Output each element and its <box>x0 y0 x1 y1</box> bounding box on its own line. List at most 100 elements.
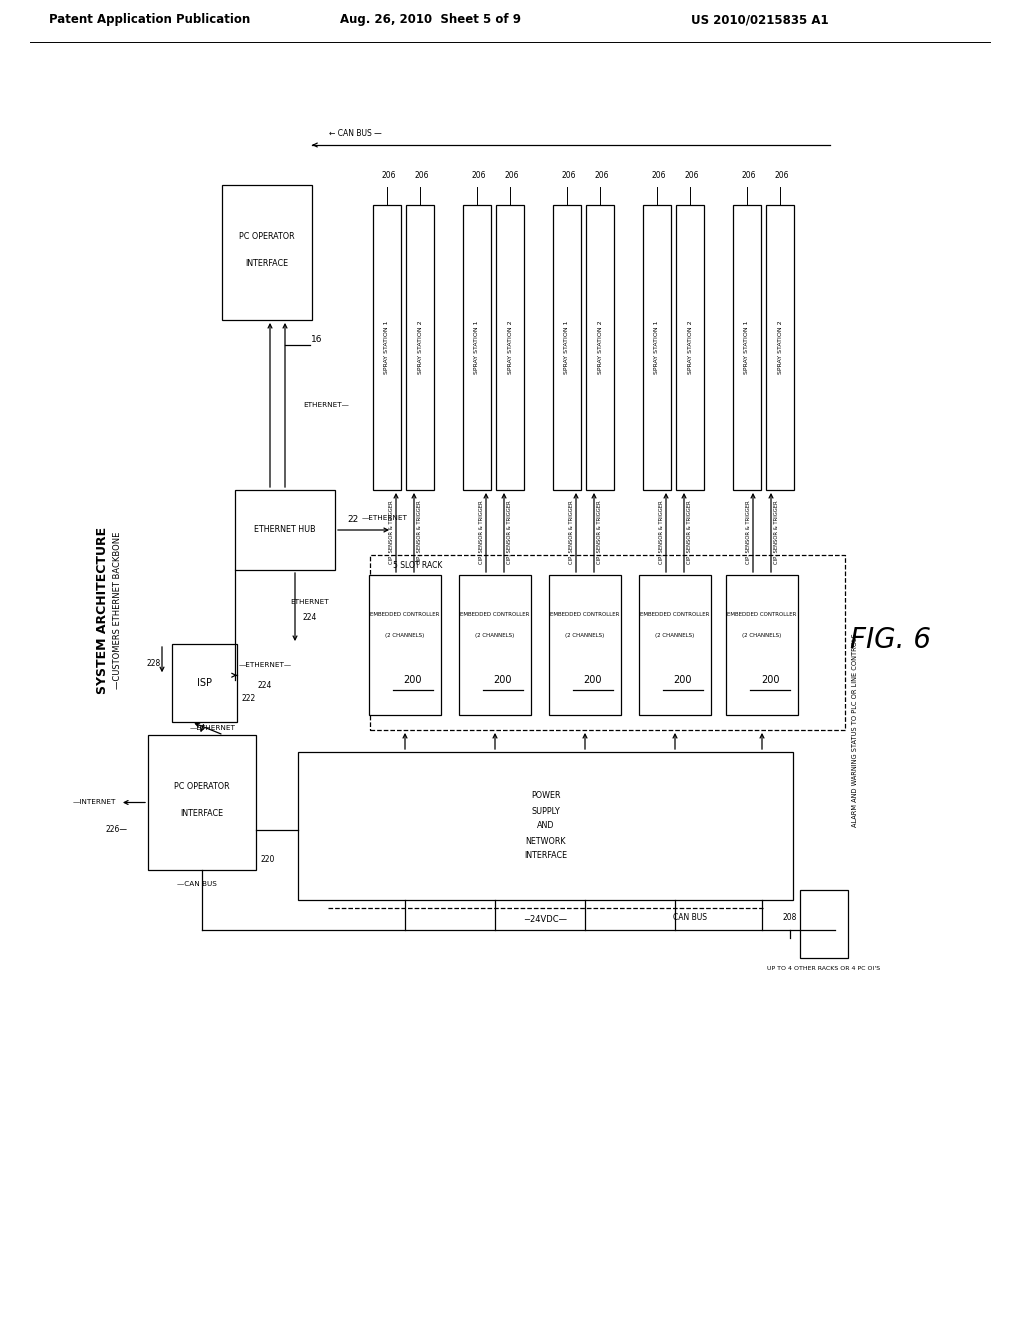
Text: SYSTEM ARCHITECTURE: SYSTEM ARCHITECTURE <box>95 527 109 693</box>
Text: ← CAN BUS —: ← CAN BUS — <box>329 128 381 137</box>
Text: 200: 200 <box>494 675 512 685</box>
Text: 16: 16 <box>311 335 323 345</box>
Bar <box>733 205 761 490</box>
Text: NETWORK: NETWORK <box>525 837 565 846</box>
Text: ISP: ISP <box>197 678 212 688</box>
Text: CIP, SENSOR & TRIGGER: CIP, SENSOR & TRIGGER <box>773 500 778 565</box>
Text: (2 CHANNELS): (2 CHANNELS) <box>385 632 425 638</box>
Text: SPRAY STATION 1: SPRAY STATION 1 <box>654 321 659 375</box>
Text: 226—: 226— <box>106 825 128 834</box>
Text: PC OPERATOR: PC OPERATOR <box>174 781 229 791</box>
Text: EMBEDDED CONTROLLER: EMBEDDED CONTROLLER <box>461 611 529 616</box>
Text: SPRAY STATION 2: SPRAY STATION 2 <box>687 321 692 375</box>
Text: 206: 206 <box>505 170 519 180</box>
Text: ETHERNET HUB: ETHERNET HUB <box>254 525 315 535</box>
Text: —ETHERNET—: —ETHERNET— <box>239 663 292 668</box>
Text: 200: 200 <box>403 675 422 685</box>
Text: SPRAY STATION 2: SPRAY STATION 2 <box>597 321 602 375</box>
Bar <box>639 576 711 715</box>
Text: EMBEDDED CONTROLLER: EMBEDDED CONTROLLER <box>371 611 439 616</box>
Text: POWER: POWER <box>530 792 560 800</box>
Text: (2 CHANNELS): (2 CHANNELS) <box>742 632 781 638</box>
Text: INTERFACE: INTERFACE <box>180 809 223 818</box>
Text: SPRAY STATION 1: SPRAY STATION 1 <box>384 321 389 375</box>
Text: 220: 220 <box>261 855 275 865</box>
Bar <box>553 205 581 490</box>
Text: −24VDC—: −24VDC— <box>523 916 567 924</box>
Text: EMBEDDED CONTROLLER: EMBEDDED CONTROLLER <box>550 611 620 616</box>
Text: FIG. 6: FIG. 6 <box>850 626 931 653</box>
Text: EMBEDDED CONTROLLER: EMBEDDED CONTROLLER <box>727 611 797 616</box>
Text: SPRAY STATION 2: SPRAY STATION 2 <box>418 321 423 375</box>
Text: CIP, SENSOR & TRIGGER: CIP, SENSOR & TRIGGER <box>478 500 483 565</box>
Text: ETHERNET: ETHERNET <box>291 599 330 605</box>
Text: ALARM AND WARNING STATUS TO PLC OR LINE CONTROLS: ALARM AND WARNING STATUS TO PLC OR LINE … <box>852 634 858 826</box>
Text: 206: 206 <box>651 170 667 180</box>
Text: SPRAY STATION 1: SPRAY STATION 1 <box>474 321 479 375</box>
Text: 206: 206 <box>472 170 486 180</box>
Text: —INTERNET: —INTERNET <box>73 800 116 805</box>
Text: 206: 206 <box>562 170 577 180</box>
Bar <box>234 490 335 570</box>
Text: 206: 206 <box>741 170 757 180</box>
Text: 200: 200 <box>584 675 602 685</box>
Bar <box>172 644 237 722</box>
Bar <box>676 205 705 490</box>
Bar <box>298 752 793 900</box>
Text: SPRAY STATION 1: SPRAY STATION 1 <box>744 321 750 375</box>
Bar <box>766 205 794 490</box>
Bar <box>549 576 621 715</box>
Text: CIP, SENSOR & TRIGGER: CIP, SENSOR & TRIGGER <box>658 500 664 565</box>
Bar <box>586 205 614 490</box>
Text: (2 CHANNELS): (2 CHANNELS) <box>565 632 604 638</box>
Bar <box>726 576 798 715</box>
Text: CIP, SENSOR & TRIGGER: CIP, SENSOR & TRIGGER <box>597 500 601 565</box>
Text: 224: 224 <box>258 681 272 689</box>
Text: 208: 208 <box>782 913 798 923</box>
Text: CIP, SENSOR & TRIGGER: CIP, SENSOR & TRIGGER <box>745 500 751 565</box>
Text: 5 SLOT RACK: 5 SLOT RACK <box>393 561 442 569</box>
Bar <box>496 205 524 490</box>
Text: —CUSTOMERS ETHERNET BACKBONE: —CUSTOMERS ETHERNET BACKBONE <box>114 532 123 689</box>
Text: 206: 206 <box>685 170 699 180</box>
Bar <box>222 185 312 319</box>
Text: 228: 228 <box>146 659 161 668</box>
Text: Aug. 26, 2010  Sheet 5 of 9: Aug. 26, 2010 Sheet 5 of 9 <box>340 13 520 26</box>
Text: CAN BUS: CAN BUS <box>673 913 707 923</box>
Bar <box>369 576 441 715</box>
Text: CIP, SENSOR & TRIGGER: CIP, SENSOR & TRIGGER <box>417 500 422 565</box>
Text: PC OPERATOR: PC OPERATOR <box>240 232 295 240</box>
Bar <box>373 205 401 490</box>
Text: 200: 200 <box>674 675 692 685</box>
Text: CIP, SENSOR & TRIGGER: CIP, SENSOR & TRIGGER <box>568 500 573 565</box>
Text: (2 CHANNELS): (2 CHANNELS) <box>655 632 694 638</box>
Text: Patent Application Publication: Patent Application Publication <box>49 13 251 26</box>
Text: 206: 206 <box>415 170 429 180</box>
Bar <box>370 554 845 730</box>
Text: 224: 224 <box>303 612 317 622</box>
Text: 222: 222 <box>242 694 256 704</box>
Bar <box>459 576 531 715</box>
Text: CIP, SENSOR & TRIGGER: CIP, SENSOR & TRIGGER <box>507 500 512 565</box>
Text: SPRAY STATION 2: SPRAY STATION 2 <box>777 321 782 375</box>
Text: 206: 206 <box>775 170 790 180</box>
Text: SUPPLY: SUPPLY <box>531 807 560 816</box>
Bar <box>406 205 434 490</box>
Text: UP TO 4 OTHER RACKS OR 4 PC OI'S: UP TO 4 OTHER RACKS OR 4 PC OI'S <box>767 965 881 970</box>
Text: US 2010/0215835 A1: US 2010/0215835 A1 <box>691 13 828 26</box>
Bar <box>643 205 671 490</box>
Text: —ETHERNET: —ETHERNET <box>189 726 236 731</box>
Bar <box>800 890 848 958</box>
Text: 206: 206 <box>595 170 609 180</box>
Text: 200: 200 <box>761 675 779 685</box>
Text: —ETHERNET: —ETHERNET <box>362 515 408 521</box>
Bar <box>463 205 490 490</box>
Text: EMBEDDED CONTROLLER: EMBEDDED CONTROLLER <box>640 611 710 616</box>
Text: 22: 22 <box>347 516 358 524</box>
Text: CIP, SENSOR & TRIGGER: CIP, SENSOR & TRIGGER <box>686 500 691 565</box>
Text: INTERFACE: INTERFACE <box>246 259 289 268</box>
Text: 206: 206 <box>382 170 396 180</box>
Text: SPRAY STATION 2: SPRAY STATION 2 <box>508 321 512 375</box>
Text: ETHERNET—: ETHERNET— <box>303 403 349 408</box>
Text: CIP, SENSOR & TRIGGER: CIP, SENSOR & TRIGGER <box>388 500 393 565</box>
